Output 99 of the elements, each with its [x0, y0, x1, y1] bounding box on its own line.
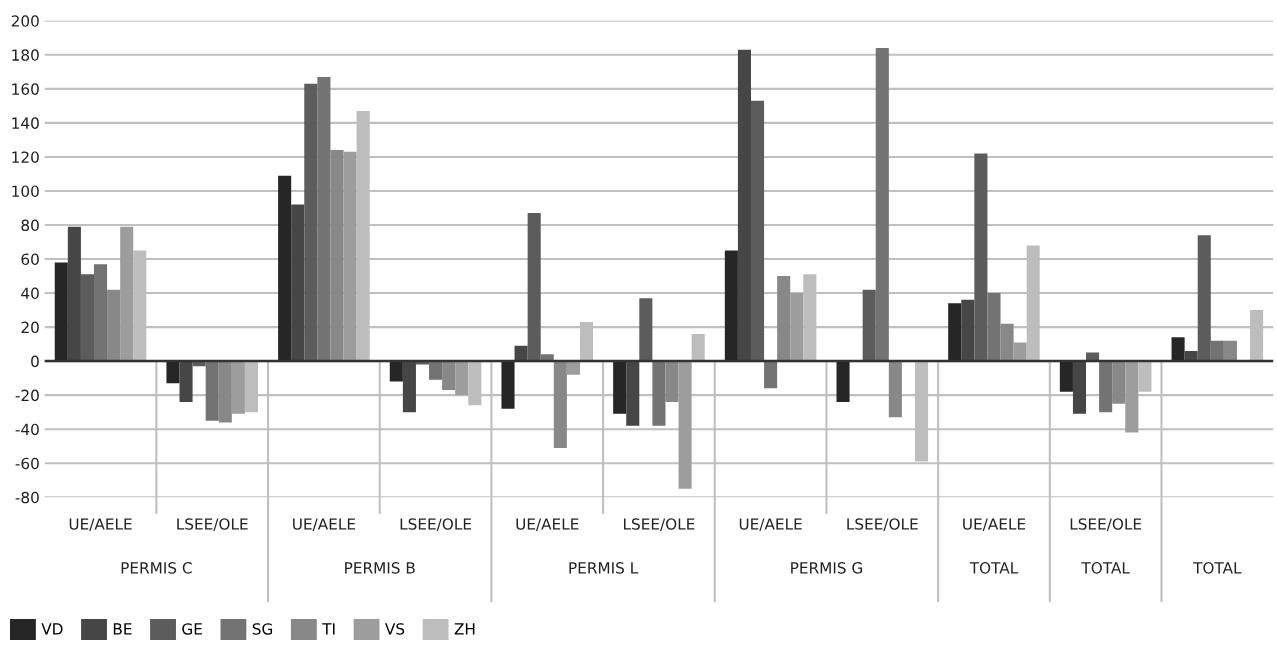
bar: [514, 345, 528, 362]
text: PERMIS G: [791, 562, 862, 574]
y-tick-label: 140: [12, 117, 39, 129]
x-tick-label: UE/AELE: [516, 518, 579, 531]
bar: [987, 293, 1001, 362]
bar: [1013, 342, 1027, 362]
x-tick-label: UE/AELE: [963, 518, 1026, 531]
bar: [1223, 340, 1237, 362]
bar: [691, 333, 705, 362]
text: TOTAL: [1193, 562, 1242, 574]
y-tick-label: 0: [31, 355, 39, 368]
bar: [278, 175, 292, 362]
legend-label: TI: [322, 623, 335, 635]
x-tick-label: LSEE/OLE: [624, 518, 695, 531]
bar: [836, 361, 850, 402]
bar: [218, 361, 232, 423]
text: PERMIS L: [569, 562, 639, 574]
bar: [665, 361, 679, 402]
y-tick-label: 180: [12, 49, 39, 61]
text: TOTAL: [1081, 562, 1130, 574]
bar: [317, 76, 331, 362]
y-tick-label: -80: [15, 491, 39, 504]
legend-label: SG: [252, 623, 273, 635]
bar: [1171, 337, 1185, 362]
bar: [750, 100, 765, 362]
text: TOTAL: [969, 562, 1019, 574]
bar: [527, 213, 541, 362]
bar: [107, 289, 121, 362]
bar: [1099, 361, 1113, 413]
y-tick-label: 100: [12, 185, 39, 197]
bar: [93, 264, 108, 362]
bar: [777, 276, 791, 362]
bar: [1210, 340, 1224, 362]
bar: [179, 361, 193, 402]
bar: [67, 226, 81, 362]
bar: [455, 361, 469, 396]
bar: [501, 361, 515, 409]
bar: [613, 361, 627, 414]
bar: [54, 262, 68, 362]
y-tick-label: 60: [21, 253, 39, 266]
bar: [402, 361, 416, 413]
bar: [80, 274, 94, 362]
y-tick-label: 80: [21, 219, 39, 232]
legend-label: VS: [385, 623, 405, 635]
y-tick-label: -20: [15, 389, 39, 402]
y-tick-label: 160: [12, 83, 39, 95]
bar: [1000, 323, 1014, 362]
bar: [961, 299, 975, 362]
x-tick-label: LSEE/OLE: [400, 518, 472, 531]
bar: [948, 303, 962, 362]
bar: [442, 361, 456, 391]
y-tick-label: 40: [21, 287, 39, 300]
bar: [1197, 235, 1211, 362]
bar: [429, 361, 443, 380]
bar: [389, 361, 403, 382]
legend-label: BE: [113, 623, 132, 635]
bar: [330, 150, 344, 362]
bar: [678, 361, 692, 489]
bar: [120, 226, 134, 362]
bar: [974, 153, 988, 362]
bar: [205, 361, 219, 421]
bar: [291, 204, 305, 362]
bar: [1112, 361, 1126, 404]
bar: [1072, 361, 1087, 414]
x-tick-label: UE/AELE: [739, 518, 802, 531]
y-tick-label: 200: [11, 15, 39, 27]
bar: [737, 49, 751, 362]
bar: [875, 48, 889, 362]
bar: [888, 361, 902, 418]
bar: [724, 250, 738, 362]
bar: [626, 361, 640, 426]
bar: [304, 83, 318, 362]
text: PERMIS B: [345, 562, 415, 574]
bar: [1059, 361, 1073, 392]
legend-label: ZH: [454, 623, 475, 635]
x-tick-label: UE/AELE: [293, 518, 356, 531]
x-tick-label: LSEE/OLE: [847, 518, 918, 531]
bar: [639, 298, 653, 362]
x-tick-label: LSEE/OLE: [177, 518, 248, 531]
y-tick-label: 20: [21, 321, 39, 334]
y-tick-label: 120: [12, 151, 39, 163]
bar: [1138, 361, 1152, 392]
legend-label: GE: [182, 623, 202, 635]
x-tick-label: UE/AELE: [69, 518, 132, 531]
bar: [790, 293, 804, 362]
y-tick-label: -40: [15, 423, 39, 436]
bar: [1125, 361, 1139, 433]
x-tick-label: LSEE/OLE: [1070, 518, 1142, 531]
legend-label: VD: [41, 623, 63, 635]
bar: [343, 151, 357, 362]
bar: [166, 361, 180, 384]
bar: [862, 289, 876, 362]
y-tick-label: -60: [15, 457, 39, 470]
bar: [652, 361, 666, 426]
bar: [231, 361, 245, 414]
text: PERMIS C: [121, 562, 192, 574]
bar: [553, 361, 567, 448]
bar: [566, 361, 580, 375]
bar: [764, 361, 778, 389]
